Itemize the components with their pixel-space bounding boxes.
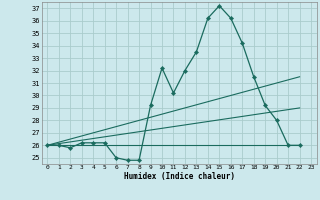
X-axis label: Humidex (Indice chaleur): Humidex (Indice chaleur): [124, 172, 235, 181]
